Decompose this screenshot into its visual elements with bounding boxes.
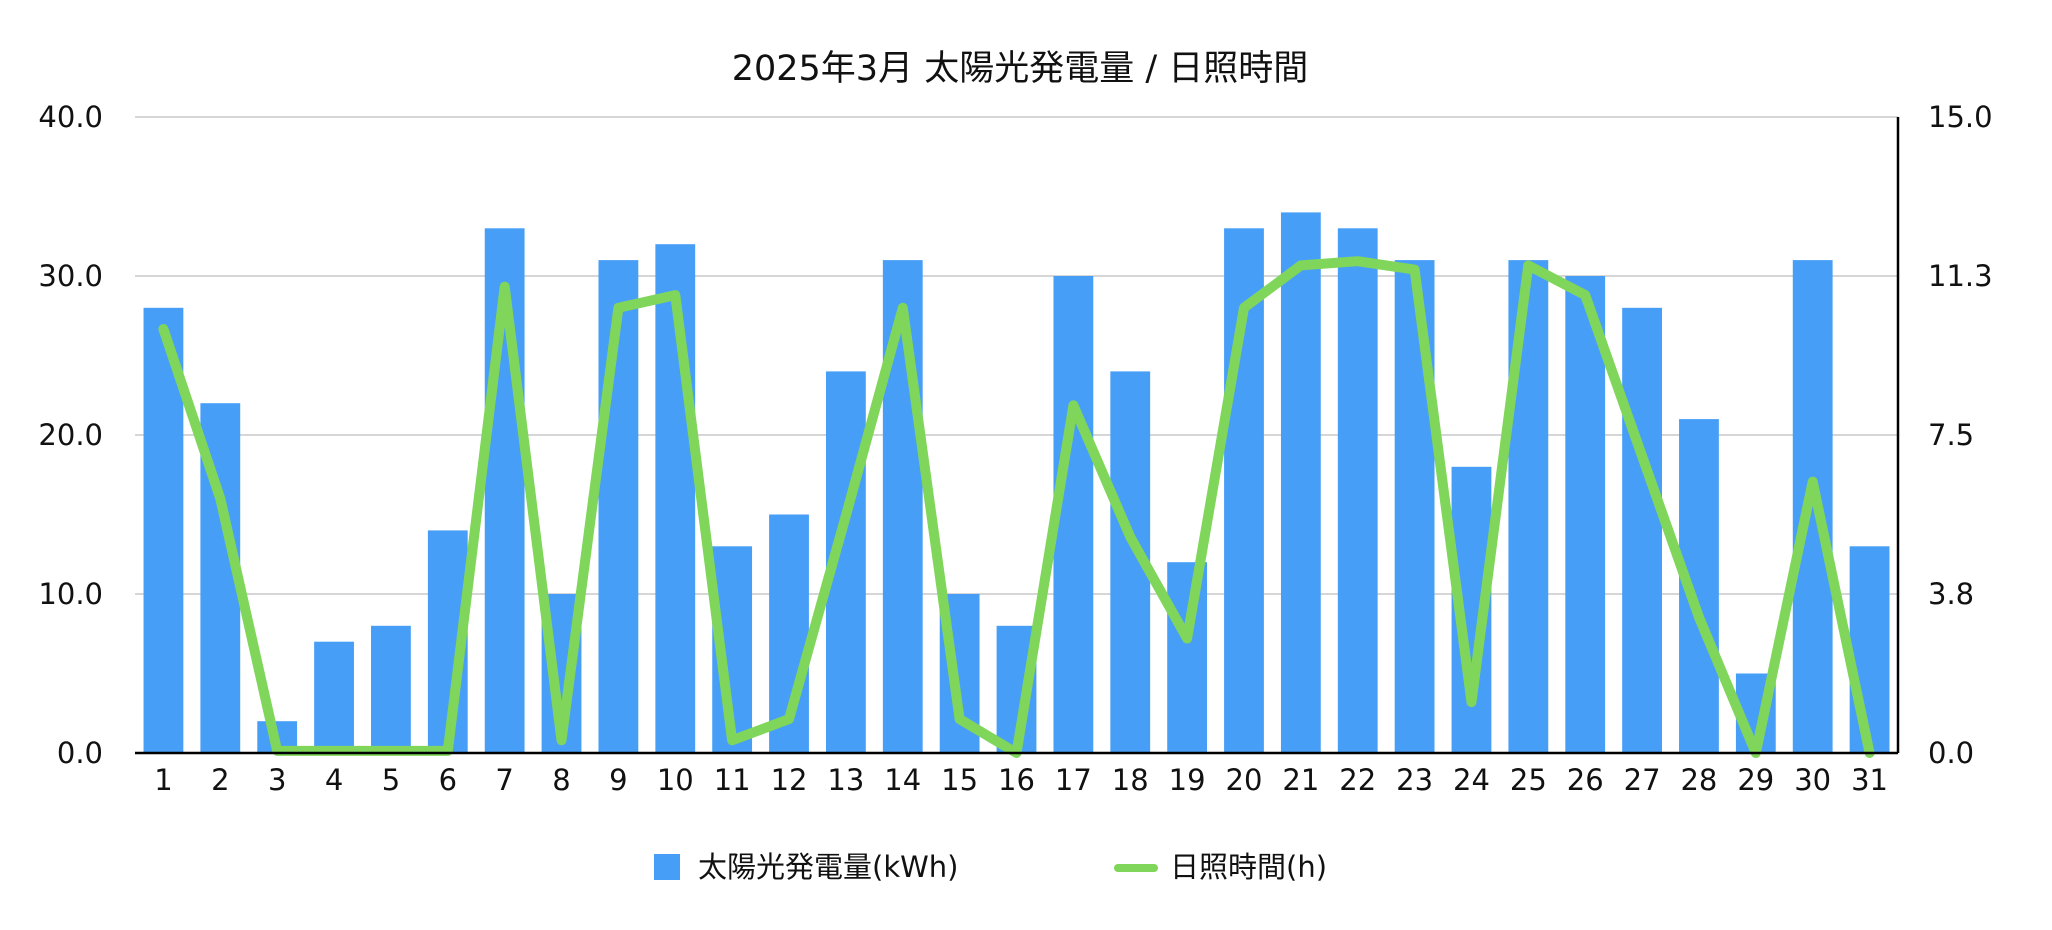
legend-label-bar: 太陽光発電量(kWh) <box>698 850 958 884</box>
x-tick-label: 29 <box>1737 763 1774 797</box>
bar <box>1849 546 1890 753</box>
x-tick-label: 25 <box>1510 763 1547 797</box>
y-left-tick-label: 40.0 <box>38 100 103 134</box>
x-tick-label: 13 <box>827 763 864 797</box>
legend-swatch-bar <box>654 854 680 880</box>
x-tick-label: 7 <box>495 763 513 797</box>
x-tick-label: 23 <box>1396 763 1433 797</box>
x-tick-label: 18 <box>1112 763 1149 797</box>
y-right-tick-label: 15.0 <box>1928 100 1993 134</box>
x-tick-label: 20 <box>1226 763 1263 797</box>
bar <box>1337 228 1378 754</box>
bar-series <box>143 212 1890 754</box>
x-tick-label: 4 <box>325 763 343 797</box>
y-right-tick-label: 3.8 <box>1928 577 1974 611</box>
x-tick-label: 27 <box>1624 763 1661 797</box>
x-tick-label: 14 <box>884 763 921 797</box>
x-tick-label: 17 <box>1055 763 1092 797</box>
x-tick-label: 5 <box>382 763 400 797</box>
bar <box>1394 260 1435 753</box>
x-tick-label: 22 <box>1339 763 1376 797</box>
x-tick-label: 8 <box>552 763 570 797</box>
bar <box>1792 260 1833 753</box>
x-tick-label: 16 <box>998 763 1035 797</box>
bar <box>1167 562 1208 753</box>
bar <box>1565 276 1606 753</box>
x-tick-label: 1 <box>154 763 172 797</box>
chart-title: 2025年3月 太陽光発電量 / 日照時間 <box>732 49 1309 89</box>
x-tick-label: 12 <box>771 763 808 797</box>
x-tick-label: 9 <box>609 763 627 797</box>
y-left-tick-label: 30.0 <box>38 259 103 293</box>
axes: 0.010.020.030.040.00.03.87.511.315.01 2 3 4… <box>38 100 1992 797</box>
bar <box>1622 307 1662 753</box>
y-left-tick-label: 10.0 <box>38 577 103 611</box>
x-tick-label: 28 <box>1680 763 1717 797</box>
x-tick-label: 21 <box>1282 763 1319 797</box>
x-tick-label: 11 <box>714 763 751 797</box>
x-tick-label: 3 <box>268 763 286 797</box>
legend-label-line: 日照時間(h) <box>1170 850 1327 884</box>
x-tick-label: 26 <box>1567 763 1604 797</box>
bar <box>314 641 354 753</box>
legend: 太陽光発電量(kWh) 日照時間(h) <box>654 850 1327 884</box>
x-tick-label: 24 <box>1453 763 1490 797</box>
x-tick-label: 10 <box>657 763 694 797</box>
x-tick-label: 2 <box>211 763 229 797</box>
x-tick-label: 15 <box>941 763 978 797</box>
y-right-tick-label: 7.5 <box>1928 418 1974 452</box>
x-tick-label: 6 <box>439 763 457 797</box>
y-right-tick-label: 11.3 <box>1928 259 1993 293</box>
bar <box>371 625 411 753</box>
x-tick-label: 31 <box>1851 763 1888 797</box>
bar <box>1280 212 1321 753</box>
x-tick-label: 19 <box>1169 763 1206 797</box>
y-left-tick-label: 20.0 <box>38 418 103 452</box>
y-right-tick-label: 0.0 <box>1928 736 1974 770</box>
x-tick-label: 30 <box>1794 763 1831 797</box>
y-left-tick-label: 0.0 <box>57 736 103 770</box>
